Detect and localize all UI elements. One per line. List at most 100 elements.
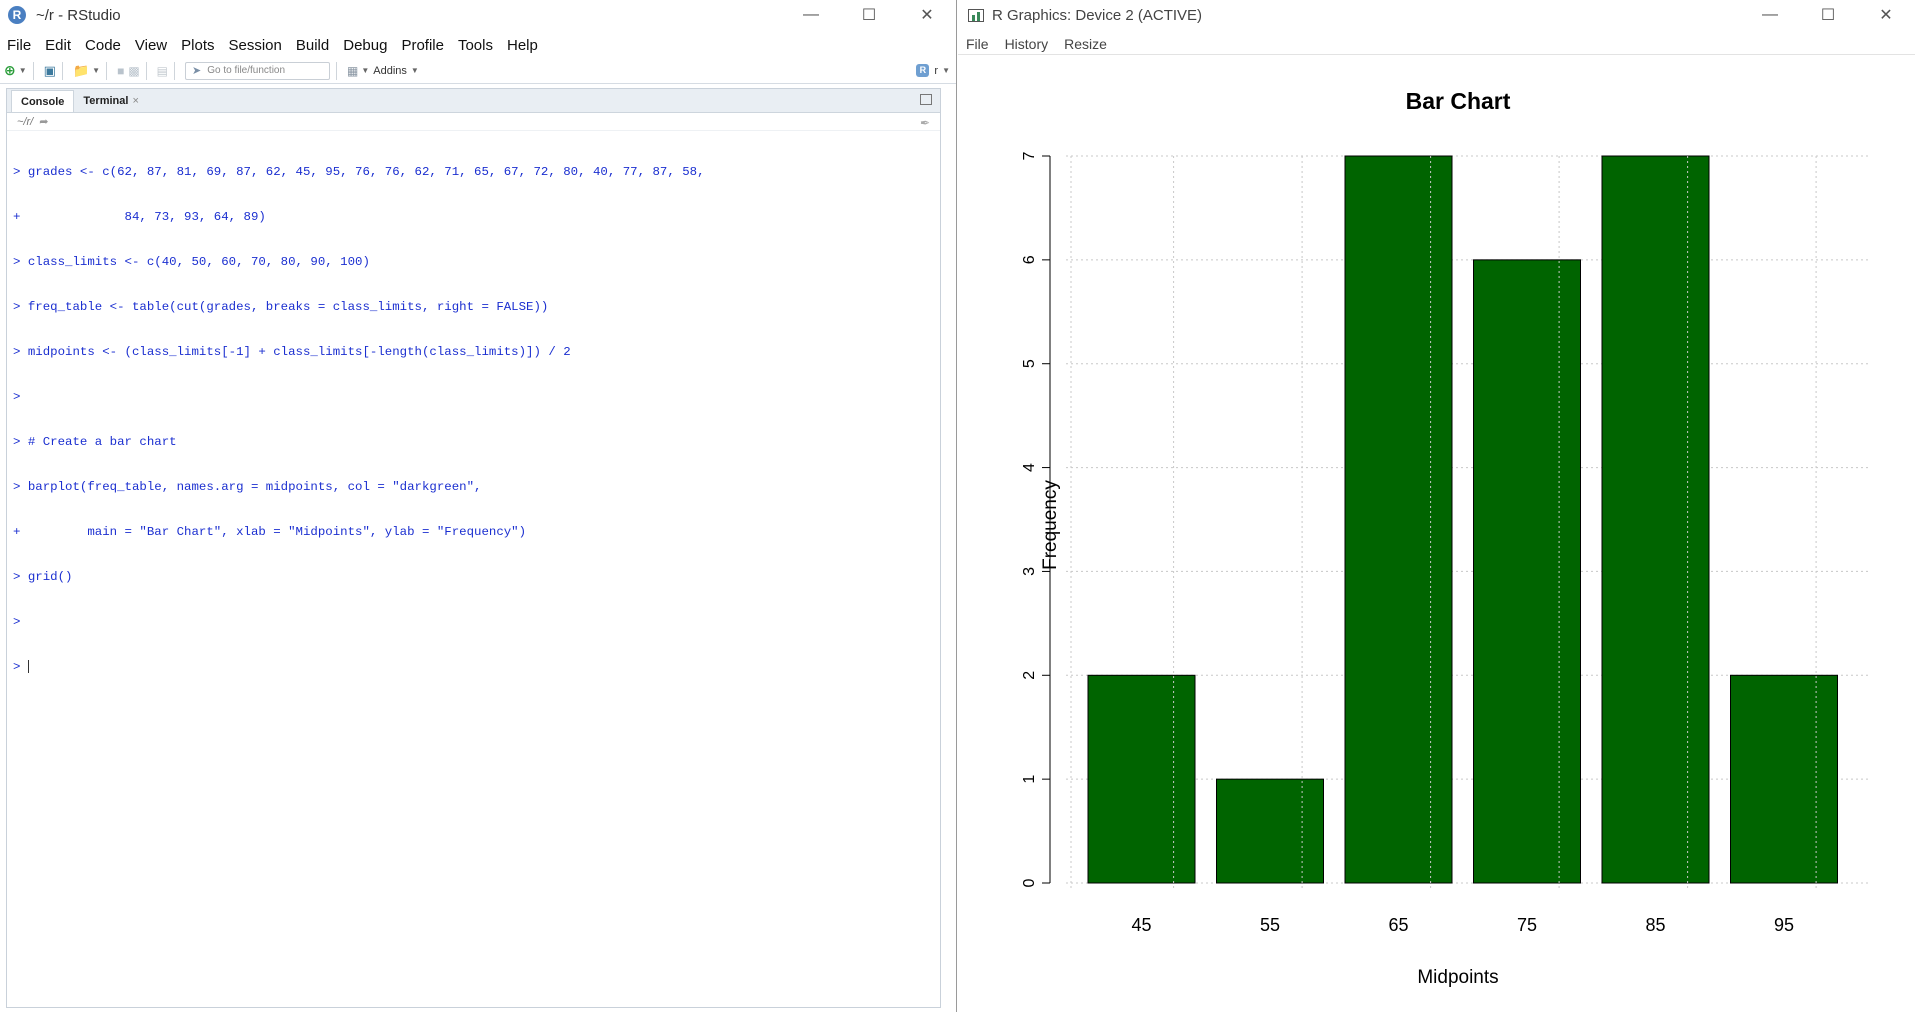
minimize-icon[interactable]: — [1762, 6, 1778, 23]
print-icon[interactable]: ▤ [156, 63, 168, 78]
minimize-icon[interactable]: — [803, 6, 819, 23]
y-tick-label: 5 [1021, 359, 1038, 368]
tab-terminal[interactable]: Terminal × [74, 90, 147, 112]
working-directory-bar: ~/r/ ➦ ✒ [7, 113, 940, 131]
save-all-icon[interactable]: ▩ [128, 63, 140, 78]
console-line: + main = "Bar Chart", xlab = "Midpoints"… [13, 525, 527, 539]
rstudio-titlebar: R ~/r - RStudio — ☐ ✕ [0, 0, 956, 30]
goto-file-input[interactable]: ➤ Go to file/function [185, 61, 330, 80]
menu-edit[interactable]: Edit [45, 36, 72, 54]
toolbar-divider [145, 61, 147, 80]
console-output[interactable]: > grades <- c(62, 87, 81, 69, 87, 62, 45… [7, 131, 940, 705]
y-tick-label: 6 [1021, 255, 1038, 264]
menu-view[interactable]: View [134, 36, 168, 54]
x-tick-labels: 45 55 65 75 85 95 [1131, 915, 1794, 935]
y-tick-label: 4 [1021, 463, 1038, 472]
console-line: > barplot(freq_table, names.arg = midpoi… [13, 480, 482, 494]
text-cursor [27, 660, 29, 674]
y-tick-label: 3 [1021, 567, 1038, 576]
menu-build[interactable]: Build [295, 36, 330, 54]
vertical-grid-lines [1070, 156, 1817, 889]
x-axis-label: Midpoints [1417, 967, 1498, 988]
toolbar-divider [174, 61, 175, 80]
maximize-icon[interactable]: ☐ [861, 7, 877, 24]
maximize-icon[interactable]: ☐ [1820, 7, 1836, 24]
bar [1601, 155, 1710, 884]
r-graphics-title: R Graphics: Device 2 (ACTIVE) [992, 6, 1203, 24]
rstudio-window: R ~/r - RStudio — ☐ ✕ File Edit Code Vie… [0, 0, 957, 1012]
open-folder-icon[interactable]: 📁 ▼ [72, 62, 101, 78]
chart-title: Bar Chart [1406, 88, 1511, 114]
bar [1344, 155, 1453, 884]
console-line: > [13, 390, 21, 404]
toolbar-divider [32, 61, 34, 80]
x-tick-label: 65 [1388, 915, 1408, 935]
save-icon[interactable]: ■ [117, 63, 125, 78]
addins-button[interactable]: Addins ▼ [373, 64, 419, 77]
console-pane: Console Terminal × ~/r/ ➦ ✒ > grades <- … [6, 88, 941, 1008]
bar [1087, 674, 1196, 884]
menu-session[interactable]: Session [228, 36, 282, 54]
tab-console[interactable]: Console [11, 90, 75, 112]
x-tick-label: 95 [1774, 915, 1794, 935]
project-label: r [934, 64, 939, 77]
y-tick-label: 7 [1021, 151, 1038, 160]
close-icon[interactable]: ✕ [1879, 7, 1893, 24]
bar [1730, 674, 1838, 884]
maximize-pane-icon[interactable] [920, 94, 932, 105]
console-line: > grid() [13, 570, 73, 584]
rg-menu-history[interactable]: History [1004, 35, 1049, 52]
new-project-icon[interactable]: ▣ [43, 62, 56, 78]
pane-tabs: Console Terminal × [7, 89, 940, 113]
console-prompt-line[interactable]: > [13, 660, 940, 675]
menu-code[interactable]: Code [85, 36, 121, 54]
y-tick-label: 2 [1021, 671, 1038, 680]
r-graphics-app-icon [968, 8, 984, 22]
menu-help[interactable]: Help [507, 36, 538, 54]
r-graphics-titlebar: R Graphics: Device 2 (ACTIVE) — ☐ ✕ [958, 0, 1915, 30]
x-tick-label: 85 [1645, 915, 1665, 935]
menu-profile[interactable]: Profile [401, 36, 444, 54]
console-line: > [13, 615, 21, 629]
close-icon[interactable]: ✕ [920, 7, 934, 24]
toolbar-divider [336, 61, 337, 80]
tab-terminal-label: Terminal [83, 95, 129, 107]
r-graphics-menu-bar: File History Resize [958, 33, 1915, 55]
menu-debug[interactable]: Debug [343, 36, 388, 54]
goto-directory-icon[interactable]: ➦ [39, 116, 49, 128]
x-tick-label: 75 [1517, 915, 1537, 935]
window-title: ~/r - RStudio [36, 6, 121, 24]
workspace-panes-icon[interactable]: ▦ ▼ [347, 63, 370, 78]
project-menu-button[interactable]: R r ▼ [916, 61, 950, 81]
menu-tools[interactable]: Tools [457, 36, 493, 54]
x-tick-label: 45 [1131, 915, 1151, 935]
bar [1216, 778, 1324, 884]
close-tab-icon[interactable]: × [132, 95, 139, 107]
toolbar-divider [61, 61, 63, 80]
console-line: + 84, 73, 93, 64, 89) [13, 210, 266, 224]
bar [1473, 259, 1581, 884]
console-line: > freq_table <- table(cut(grades, breaks… [13, 300, 549, 314]
console-line: > midpoints <- (class_limits[-1] + class… [13, 345, 571, 359]
working-directory-path: ~/r/ [17, 115, 34, 128]
y-axis: 0 1 2 3 4 5 6 7 [1021, 151, 1051, 887]
toolbar-divider [106, 61, 108, 80]
menu-bar: File Edit Code View Plots Session Build … [0, 33, 956, 57]
rstudio-logo-icon: R [8, 6, 26, 24]
console-line: > # Create a bar chart [13, 435, 177, 449]
rg-menu-file[interactable]: File [966, 35, 989, 52]
new-file-icon[interactable]: ⊕ ▼ [4, 62, 27, 78]
console-line: > class_limits <- c(40, 50, 60, 70, 80, … [13, 255, 370, 269]
menu-file[interactable]: File [7, 36, 32, 54]
y-tick-label: 0 [1021, 878, 1038, 887]
project-icon: R [916, 64, 930, 77]
menu-plots[interactable]: Plots [181, 36, 215, 54]
clear-console-icon[interactable]: ✒ [919, 116, 930, 130]
r-graphics-window: R Graphics: Device 2 (ACTIVE) — ☐ ✕ File… [958, 0, 1915, 1012]
main-toolbar: ⊕ ▼ ▣ 📁 ▼ ■ ▩ ▤ ➤ Go to file/function ▦ ▼ A… [0, 58, 956, 84]
console-prompt: > [13, 660, 28, 674]
goto-arrow-icon: ➤ [192, 65, 202, 77]
addins-label: Addins [373, 64, 407, 77]
rg-menu-resize[interactable]: Resize [1064, 35, 1107, 52]
